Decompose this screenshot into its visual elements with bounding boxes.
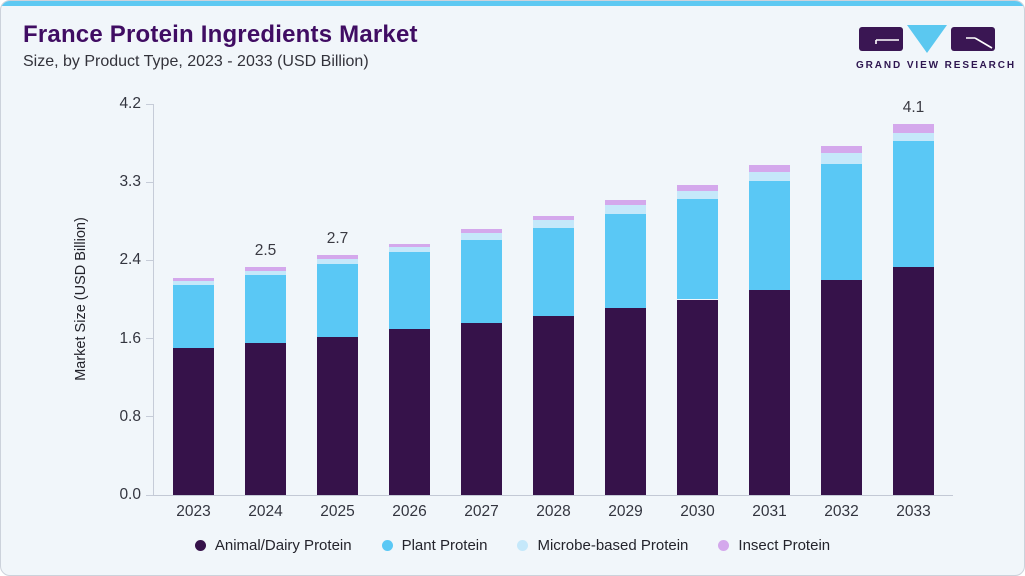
y-tick-label: 2.4 (119, 251, 141, 269)
page-subtitle: Size, by Product Type, 2023 - 2033 (USD … (23, 53, 369, 70)
x-axis-baseline (153, 495, 953, 496)
bar-segment-microbe-based-protein-2029 (605, 205, 646, 214)
y-axis-title: Market Size (USD Billion) (73, 217, 89, 381)
bar-segment-insect-protein-2028 (533, 215, 574, 221)
bar-segment-plant-protein-2031 (749, 181, 790, 291)
logo-wordmark: GRAND VIEW RESEARCH (856, 60, 1016, 71)
x-axis-label-2033: 2033 (896, 503, 931, 520)
y-tick-mark (146, 103, 153, 105)
y-tick-label: 3.3 (119, 173, 141, 191)
bar-segment-animal-dairy-protein-2026 (389, 329, 430, 495)
legend-swatch-icon (718, 540, 730, 551)
x-axis-label-2029: 2029 (608, 503, 643, 520)
bar-total-label-2024: 2.5 (254, 241, 277, 259)
bar-segment-plant-protein-2032 (821, 163, 862, 280)
logo-r-mark-icon (951, 27, 995, 51)
bar-segment-microbe-based-protein-2033 (893, 132, 934, 142)
bar-segment-microbe-based-protein-2032 (821, 153, 862, 164)
bar-segment-insect-protein-2029 (605, 199, 646, 206)
bar-segment-insect-protein-2024 (245, 266, 286, 271)
gvr-logo-marks (856, 25, 998, 54)
x-axis-label-2027: 2027 (464, 503, 499, 520)
header: France Protein Ingredients Market Size, … (23, 21, 418, 71)
bar-segment-microbe-based-protein-2024 (245, 270, 286, 276)
bar-segment-microbe-based-protein-2030 (677, 190, 718, 199)
bar-segment-microbe-based-protein-2023 (173, 280, 214, 285)
stacked-bar-plot-area: 0.0 0.8 1.6 2.4 3.3 4.2 2023 2024 2.5 2025 2.7 2026… (119, 95, 953, 520)
bar-segment-animal-dairy-protein-2024 (245, 343, 286, 495)
x-axis-label-2030: 2030 (680, 503, 715, 520)
x-axis-label-2031: 2031 (752, 503, 787, 520)
bar-segment-microbe-based-protein-2028 (533, 220, 574, 228)
y-axis-line (153, 104, 154, 496)
legend-swatch-icon (194, 540, 206, 551)
logo-g-mark-icon (859, 27, 903, 51)
bar-segment-insect-protein-2027 (461, 228, 502, 234)
bar-segment-insect-protein-2025 (317, 254, 358, 260)
bar-total-label-2025: 2.7 (326, 229, 349, 247)
y-tick-label: 1.6 (119, 329, 141, 347)
chart-legend: Animal/Dairy Protein Plant Protein Microbe… (1, 537, 1024, 554)
legend-item-animal-dairy-protein: Animal/Dairy Protein (194, 537, 352, 554)
x-axis-label-2024: 2024 (248, 503, 283, 520)
page-title: France Protein Ingredients Market (23, 21, 418, 48)
legend-item-plant-protein: Plant Protein (381, 537, 488, 554)
bar-segment-animal-dairy-protein-2028 (533, 316, 574, 495)
bar-segment-animal-dairy-protein-2032 (821, 279, 862, 495)
legend-label: Animal/Dairy Protein (214, 537, 352, 554)
bar-segment-microbe-based-protein-2025 (317, 259, 358, 265)
bar-segment-plant-protein-2025 (317, 264, 358, 337)
top-accent-bar (1, 1, 1024, 6)
bar-segment-plant-protein-2029 (605, 213, 646, 308)
bar-segment-animal-dairy-protein-2027 (461, 322, 502, 495)
bar-segment-insect-protein-2033 (893, 123, 934, 133)
y-tick-mark (146, 338, 153, 340)
x-axis-label-2032: 2032 (824, 503, 859, 520)
bar-segment-microbe-based-protein-2027 (461, 233, 502, 240)
bar-segment-microbe-based-protein-2026 (389, 247, 430, 252)
y-tick-label: 0.8 (119, 407, 141, 425)
bar-segment-microbe-based-protein-2031 (749, 171, 790, 182)
legend-label: Microbe-based Protein (537, 537, 689, 554)
legend-label: Insect Protein (738, 537, 831, 554)
legend-swatch-icon (381, 540, 393, 551)
bar-segment-insect-protein-2032 (821, 145, 862, 154)
y-tick-mark (146, 181, 153, 183)
bar-segment-animal-dairy-protein-2031 (749, 290, 790, 495)
bar-segment-plant-protein-2024 (245, 275, 286, 344)
bar-segment-plant-protein-2030 (677, 198, 718, 300)
bar-segment-animal-dairy-protein-2023 (173, 347, 214, 495)
x-axis-label-2026: 2026 (392, 503, 427, 520)
bar-segment-animal-dairy-protein-2029 (605, 307, 646, 495)
y-tick-label: 4.2 (119, 95, 141, 112)
bar-segment-plant-protein-2027 (461, 239, 502, 323)
bar-segment-insect-protein-2026 (389, 243, 430, 248)
bar-segment-plant-protein-2023 (173, 284, 214, 348)
y-tick-mark (146, 494, 153, 496)
legend-swatch-icon (517, 540, 529, 551)
bar-segment-plant-protein-2026 (389, 252, 430, 330)
bar-segment-insect-protein-2023 (173, 278, 214, 281)
bar-segment-insect-protein-2031 (749, 165, 790, 172)
bar-segment-animal-dairy-protein-2033 (893, 266, 934, 495)
y-tick-mark (146, 416, 153, 418)
legend-item-insect-protein: Insect Protein (718, 537, 830, 554)
bar-segment-plant-protein-2033 (893, 141, 934, 267)
x-axis-label-2028: 2028 (536, 503, 571, 520)
bar-segment-animal-dairy-protein-2025 (317, 336, 358, 495)
y-tick-mark (146, 259, 153, 261)
bar-segment-plant-protein-2028 (533, 227, 574, 317)
x-axis-label-2023: 2023 (176, 503, 211, 520)
y-tick-label: 0.0 (119, 486, 141, 503)
bar-segment-insect-protein-2030 (677, 184, 718, 191)
legend-item-microbe-based-protein: Microbe-based Protein (517, 537, 688, 554)
logo-v-mark-icon (907, 25, 947, 53)
x-axis-label-2025: 2025 (320, 503, 355, 520)
legend-label: Plant Protein (401, 537, 488, 554)
bar-segment-animal-dairy-protein-2030 (677, 299, 718, 495)
gvr-logo: GRAND VIEW RESEARCH (856, 25, 1016, 71)
bar-total-label-2033: 4.1 (902, 98, 925, 116)
